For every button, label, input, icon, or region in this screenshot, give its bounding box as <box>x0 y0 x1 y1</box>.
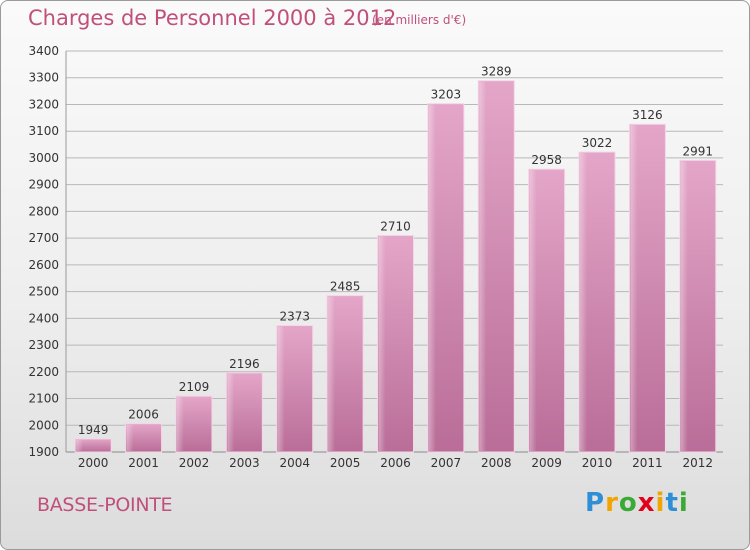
data-label: 3203 <box>431 88 462 102</box>
data-label: 2109 <box>179 380 210 394</box>
y-tick-label: 1900 <box>28 445 59 459</box>
bar-highlight <box>428 104 436 451</box>
bars <box>74 80 717 453</box>
data-label: 2373 <box>279 310 310 324</box>
data-label: 3022 <box>582 136 613 150</box>
y-tick-label: 2800 <box>28 204 59 218</box>
y-tick-label: 3400 <box>28 44 59 58</box>
data-label: 3126 <box>632 108 663 122</box>
y-axis-ticks: 1900 2000 2100 2200 2300 2400 2500 2600 2700 2800… <box>28 44 59 459</box>
bar-highlight <box>529 170 537 452</box>
x-axis-ticks: 2000 2001 2002 2003 2004 2005 2006 2007 2008 2009… <box>78 456 713 470</box>
y-tick-label: 3200 <box>28 97 59 111</box>
data-label: 2196 <box>229 357 260 371</box>
y-tick-label: 2500 <box>28 285 59 299</box>
y-tick-label: 3000 <box>28 151 59 165</box>
proxiti-logo: Proxiti <box>585 488 689 518</box>
logo-letter: i <box>678 488 689 518</box>
bar-highlight <box>680 161 688 451</box>
data-label: 2710 <box>380 219 411 233</box>
bar-highlight <box>227 373 235 451</box>
x-tick-label: 2003 <box>229 456 260 470</box>
data-label: 1949 <box>78 423 109 437</box>
x-tick-label: 2009 <box>531 456 562 470</box>
bar-highlight <box>378 236 386 451</box>
y-tick-label: 2400 <box>28 311 59 325</box>
data-labels: 1949 2006 2109 2196 2373 2485 2710 3203 3289 2958… <box>78 65 713 437</box>
x-tick-label: 2010 <box>582 456 613 470</box>
bar-highlight <box>126 424 134 451</box>
y-tick-label: 3100 <box>28 124 59 138</box>
y-tick-label: 2100 <box>28 392 59 406</box>
commune-name: BASSE-POINTE <box>37 494 173 516</box>
x-tick-label: 2005 <box>330 456 361 470</box>
x-tick-label: 2001 <box>128 456 159 470</box>
x-tick-label: 2008 <box>481 456 512 470</box>
data-label: 2006 <box>128 408 159 422</box>
bar-highlight <box>479 81 487 451</box>
logo-letter: x <box>637 488 656 518</box>
data-label: 2991 <box>683 144 714 158</box>
y-tick-label: 2600 <box>28 258 59 272</box>
x-tick-label: 2004 <box>279 456 310 470</box>
data-label: 2485 <box>330 280 361 294</box>
bar-highlight <box>76 439 84 451</box>
y-tick-label: 2000 <box>28 418 59 432</box>
y-tick-label: 2700 <box>28 231 59 245</box>
bar <box>74 438 112 453</box>
y-tick-label: 2300 <box>28 338 59 352</box>
x-tick-label: 2011 <box>632 456 663 470</box>
bar-highlight <box>328 296 336 451</box>
logo-letter: o <box>618 488 638 518</box>
x-tick-label: 2000 <box>78 456 109 470</box>
x-tick-label: 2006 <box>380 456 411 470</box>
logo-letter: r <box>605 488 619 518</box>
bar-highlight <box>277 326 285 451</box>
bar-highlight <box>176 397 184 451</box>
data-label: 2958 <box>531 153 562 167</box>
bar-highlight <box>630 125 638 452</box>
logo-letter: P <box>585 488 606 518</box>
y-tick-label: 3300 <box>28 71 59 85</box>
logo-letter: t <box>665 488 679 518</box>
x-tick-label: 2002 <box>179 456 210 470</box>
y-tick-label: 2200 <box>28 365 59 379</box>
chart-subtitle: (en milliers d'€) <box>372 13 467 27</box>
y-tick-label: 2900 <box>28 178 59 192</box>
x-tick-label: 2007 <box>431 456 462 470</box>
chart-title: Charges de Personnel 2000 à 2012 <box>28 6 397 30</box>
x-tick-label: 2012 <box>683 456 714 470</box>
bar-highlight <box>580 153 588 451</box>
logo-letter: i <box>655 488 666 518</box>
data-label: 3289 <box>481 65 512 79</box>
